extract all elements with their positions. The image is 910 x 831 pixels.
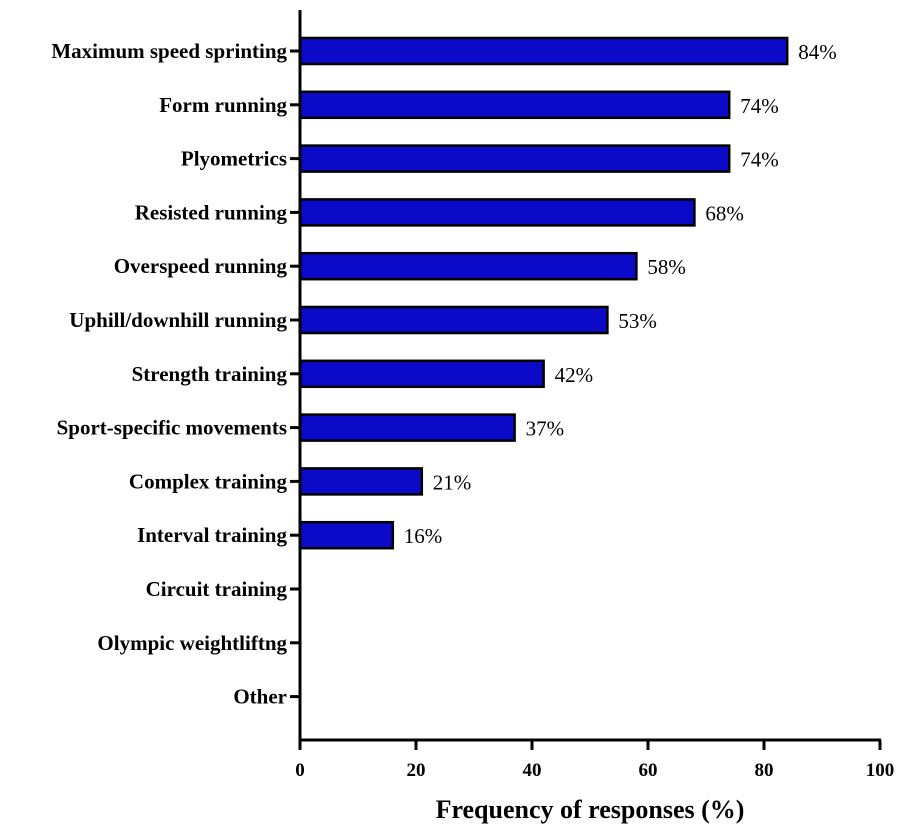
category-label: Maximum speed sprinting <box>51 39 287 63</box>
x-axis-title: Frequency of responses (%) <box>436 795 745 824</box>
data-label: 21% <box>433 470 472 494</box>
category-label: Uphill/downhill running <box>69 308 287 332</box>
data-label: 74% <box>740 94 779 118</box>
x-tick-label: 60 <box>639 760 658 781</box>
category-label: Sport-specific movements <box>57 416 287 440</box>
category-label: Resisted running <box>135 200 288 224</box>
bar <box>298 198 696 227</box>
bar <box>298 36 789 66</box>
data-label: 84% <box>798 40 837 64</box>
bar <box>298 90 731 120</box>
x-tick-label: 20 <box>407 760 426 781</box>
data-label: 37% <box>526 417 565 441</box>
bar <box>298 251 638 281</box>
category-label: Strength training <box>132 362 288 386</box>
data-label: 58% <box>647 255 686 279</box>
bars-layer <box>298 36 789 550</box>
category-label: Form running <box>159 93 287 117</box>
x-tick-label: 0 <box>295 760 305 781</box>
category-label: Complex training <box>129 469 288 493</box>
axes-layer: 0 20 40 60 80 100 <box>290 10 894 781</box>
category-label: Circuit training <box>146 577 288 601</box>
x-tick-label: 100 <box>866 760 895 781</box>
category-label: Olympic weightliftng <box>97 631 287 655</box>
bar <box>298 520 395 550</box>
data-label: 53% <box>618 309 657 333</box>
category-label: Overspeed running <box>114 254 288 278</box>
labels-layer: Maximum speed sprinting 84% Form running 74… <box>51 39 836 709</box>
bar <box>298 467 424 496</box>
data-label: 16% <box>404 524 443 548</box>
bar <box>298 144 731 173</box>
data-label: 42% <box>555 363 594 387</box>
data-label: 68% <box>705 201 744 225</box>
category-label: Interval training <box>137 523 287 547</box>
bar <box>298 305 609 335</box>
x-tick-label: 40 <box>523 760 542 781</box>
bar <box>298 413 516 442</box>
bar <box>298 359 545 389</box>
category-label: Other <box>233 685 287 709</box>
x-tick-label: 80 <box>755 760 774 781</box>
data-label: 74% <box>740 148 779 172</box>
category-label: Plyometrics <box>181 147 287 171</box>
